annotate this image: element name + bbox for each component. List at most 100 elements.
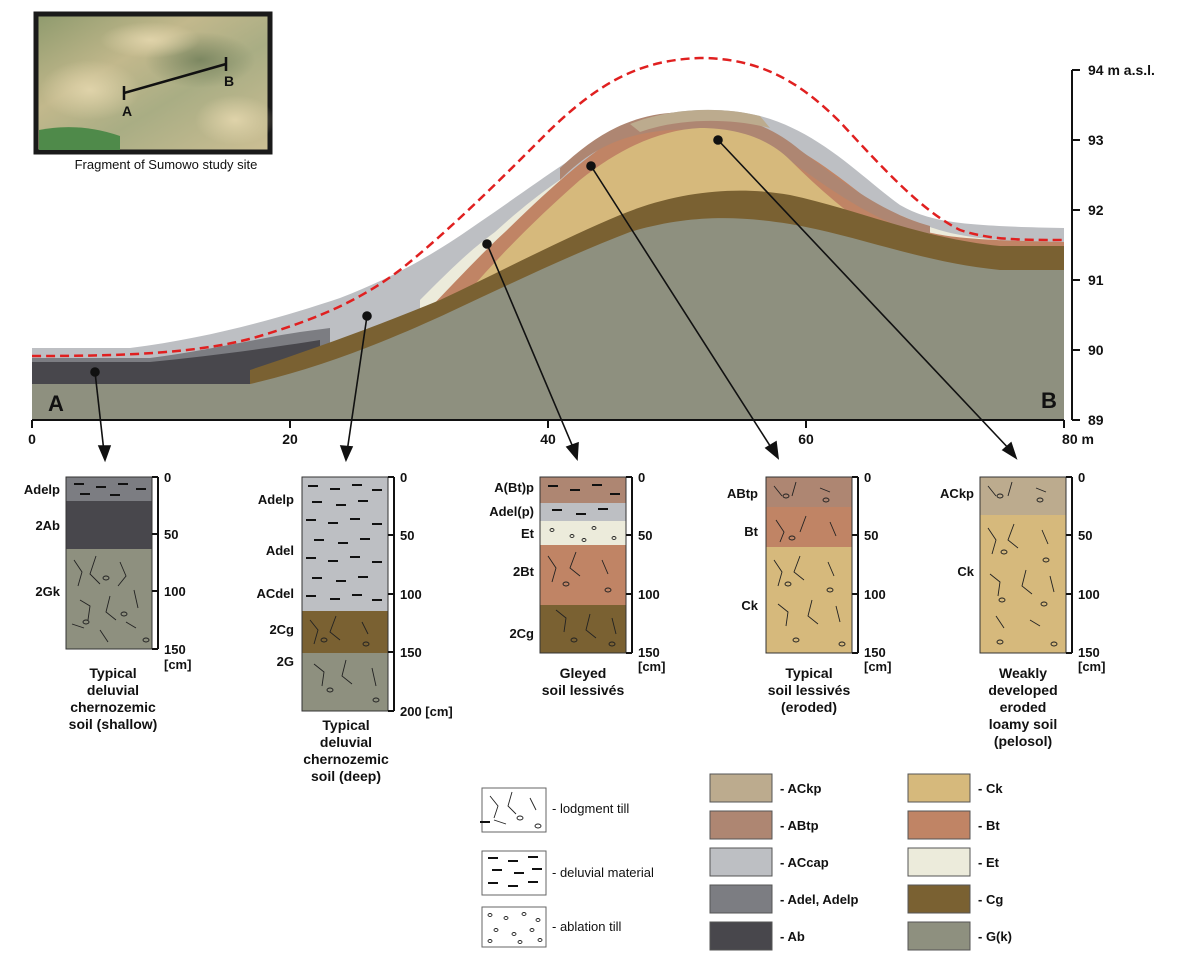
layer-gk: [32, 218, 1064, 420]
depth-unit: [cm]: [638, 659, 665, 674]
depth-tick: 50: [164, 527, 178, 542]
x-axis: 0 20 40 60 80 m: [28, 419, 1094, 447]
depth-unit: [cm]: [1078, 659, 1105, 674]
transect-end-label: B: [1041, 388, 1057, 413]
y-tick-label: 94 m a.s.l.: [1088, 62, 1155, 78]
depth-tick: 150: [164, 642, 186, 657]
depth-tick: 50: [400, 528, 414, 543]
pattern-legend-item: - deluvial material: [481, 850, 654, 896]
horizon-label: Adel(p): [489, 504, 534, 519]
horizon-label: Bt: [744, 524, 758, 539]
depth-tick: 0: [638, 470, 645, 485]
profile-caption: soil lessivés: [542, 682, 625, 698]
pattern-legend-label: - lodgment till: [552, 801, 629, 816]
color-swatch: [709, 773, 773, 803]
depth-tick: 0: [164, 470, 171, 485]
color-legend-item: - Ck: [907, 773, 1003, 803]
y-tick-label: 93: [1088, 132, 1104, 148]
profile-caption: chernozemic: [303, 751, 389, 767]
depth-tick: 150: [864, 645, 886, 660]
profile-caption: Gleyed: [560, 665, 607, 681]
horizon-label: ABtp: [727, 486, 758, 501]
inset-caption: Fragment of Sumowo study site: [75, 157, 258, 172]
depth-tick: 150: [638, 645, 660, 660]
depth-tick: 200 [cm]: [400, 704, 453, 719]
color-legend-item: - Ab: [709, 921, 805, 951]
x-tick-label: 40: [540, 431, 556, 447]
color-swatch: [709, 810, 773, 840]
horizon-label: Ck: [741, 598, 758, 613]
y-tick-label: 89: [1088, 412, 1104, 428]
color-legend-label: - Cg: [978, 892, 1003, 907]
horizon-label: Adelp: [258, 492, 294, 507]
pattern-legend-label: - deluvial material: [552, 865, 654, 880]
horizon-label: Et: [521, 526, 535, 541]
inset-label-a: A: [122, 103, 132, 119]
depth-tick: 0: [400, 470, 407, 485]
profile-caption: loamy soil: [989, 716, 1057, 732]
color-legend-label: - Ck: [978, 781, 1003, 796]
profile-caption: Weakly: [999, 665, 1047, 681]
depth-tick: 100: [1078, 587, 1100, 602]
x-tick-label: 0: [28, 431, 36, 447]
color-legend-label: - ACkp: [780, 781, 821, 796]
profile-caption: chernozemic: [70, 699, 156, 715]
horizon-label: Adel: [266, 543, 294, 558]
horizon-label: ACkp: [940, 486, 974, 501]
horizon-label: 2Bt: [513, 564, 535, 579]
former-surface-line: [31, 56, 1065, 358]
color-swatch: [709, 921, 773, 951]
color-swatch: [907, 884, 971, 914]
depth-tick: 50: [638, 528, 652, 543]
depth-tick: 100: [638, 587, 660, 602]
x-tick-label: 20: [282, 431, 298, 447]
color-legend-item: - Bt: [907, 810, 1000, 840]
color-legend-item: - ACcap: [709, 847, 829, 877]
y-tick-label: 92: [1088, 202, 1104, 218]
profile-caption: (pelosol): [994, 733, 1052, 749]
profile-caption: eroded: [1000, 699, 1047, 715]
profile-caption: Typical: [785, 665, 832, 681]
color-legend-label: - ACcap: [780, 855, 829, 870]
color-legend-label: - Ab: [780, 929, 805, 944]
horizon-label: A(Bt)p: [494, 480, 534, 495]
depth-tick: 100: [164, 584, 186, 599]
transect-line: [123, 62, 227, 95]
depth-tick: 100: [864, 587, 886, 602]
profile-caption: soil lessivés: [768, 682, 851, 698]
profile-caption: Typical: [89, 665, 136, 681]
horizon-label: 2Ab: [35, 518, 60, 533]
color-legend-label: - Et: [978, 855, 1000, 870]
profile-column: 0 50 100 150 [cm] ACkp Ck Weakly develop…: [940, 470, 1105, 749]
horizon-label: 2G: [277, 654, 294, 669]
color-legend-item: - Et: [907, 847, 1000, 877]
profile-caption: deluvial: [87, 682, 139, 698]
color-swatch: [907, 921, 971, 951]
color-swatch: [907, 773, 971, 803]
horizon-label: 2Cg: [269, 622, 294, 637]
profile-column: 0 50 100 150 [cm] ABtp Bt Ck Typical soi…: [727, 470, 892, 715]
y-tick-label: 91: [1088, 272, 1104, 288]
depth-tick: 50: [864, 528, 878, 543]
color-legend: - ACkp - Ck - ABtp - Bt - ACcap - Et - Adel, A…: [709, 773, 1012, 951]
color-legend-item: - Adel, Adelp: [709, 884, 859, 914]
pattern-legend-label: - ablation till: [552, 919, 621, 934]
pattern-legend-item: - lodgment till: [480, 787, 629, 833]
profile-column: 0 50 100 150 [cm] Adelp 2Ab 2Gk Typical …: [24, 470, 192, 732]
color-legend-label: - Bt: [978, 818, 1000, 833]
color-swatch: [709, 847, 773, 877]
color-swatch: [907, 847, 971, 877]
horizon-label: ACdel: [256, 586, 294, 601]
color-legend-item: - Cg: [907, 884, 1003, 914]
inset-label-b: B: [224, 73, 234, 89]
profile-caption: deluvial: [320, 734, 372, 750]
pattern-legend-item: - ablation till: [481, 906, 621, 948]
depth-unit: [cm]: [864, 659, 891, 674]
profile-caption: soil (shallow): [69, 716, 158, 732]
color-legend-item: - ACkp: [709, 773, 821, 803]
profile-pointers: [90, 135, 1018, 463]
depth-tick: 100: [400, 587, 422, 602]
depth-tick: 0: [864, 470, 871, 485]
depth-tick: 50: [1078, 528, 1092, 543]
depth-tick: 150: [1078, 645, 1100, 660]
